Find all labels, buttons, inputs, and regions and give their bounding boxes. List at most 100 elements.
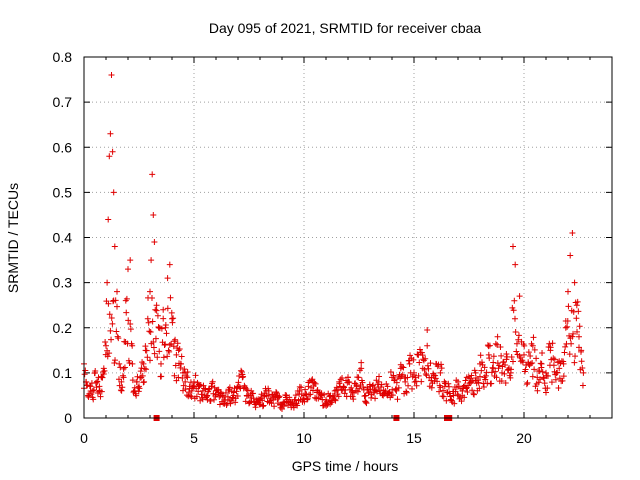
data-point-dense — [160, 354, 167, 361]
data-point — [147, 288, 153, 295]
data-point-dense — [180, 387, 186, 394]
data-point-dense — [268, 400, 275, 407]
data-point-dense — [125, 317, 132, 324]
data-point-dense — [531, 366, 538, 373]
data-point-dense — [366, 389, 373, 396]
data-point-dense — [528, 340, 535, 347]
data-point-dense — [276, 393, 283, 400]
data-point-dense — [422, 355, 429, 362]
data-point-dense — [244, 387, 251, 394]
data-point-dense — [153, 307, 160, 314]
data-point-dense — [105, 300, 112, 307]
data-point-dense — [302, 386, 309, 393]
data-point-dense — [164, 353, 171, 360]
y-tick-label: 0.1 — [53, 365, 73, 381]
data-points — [81, 72, 587, 412]
data-point-dense — [475, 377, 482, 384]
data-point-dense — [291, 396, 298, 403]
data-point-dense — [168, 309, 175, 316]
data-point-dense — [211, 396, 218, 403]
data-point-dense — [405, 382, 412, 389]
data-point-dense — [533, 355, 540, 362]
data-point — [569, 229, 576, 236]
data-point — [116, 360, 123, 367]
data-point-dense — [81, 371, 88, 378]
data-point-dense — [323, 402, 330, 409]
data-point-dense — [390, 372, 397, 379]
data-point-dense — [98, 388, 105, 395]
data-point-dense — [564, 318, 571, 325]
data-point — [114, 288, 120, 295]
data-point — [129, 360, 136, 367]
data-point-dense — [339, 375, 346, 382]
data-point-dense — [209, 378, 216, 385]
data-point-dense — [309, 376, 316, 383]
data-point-dense — [249, 390, 256, 397]
data-point-dense — [286, 394, 293, 401]
data-point-dense — [539, 368, 546, 375]
data-point-dense — [247, 398, 254, 405]
data-point-dense — [325, 390, 332, 397]
data-point-dense — [149, 318, 156, 325]
data-point-dense — [199, 396, 206, 403]
data-point-dense — [240, 373, 247, 380]
data-point-dense — [418, 378, 425, 385]
data-point — [521, 351, 527, 358]
data-point-dense — [498, 352, 505, 359]
data-point-dense — [486, 355, 493, 362]
data-point-dense — [108, 336, 115, 343]
data-point — [105, 216, 112, 223]
y-tick-label: 0.8 — [53, 49, 73, 65]
data-point-dense — [136, 385, 143, 392]
data-point-dense — [115, 376, 122, 383]
data-point-dense — [480, 384, 487, 391]
data-point-dense — [152, 335, 159, 342]
data-point-dense — [158, 325, 165, 332]
data-point-dense — [560, 358, 567, 365]
data-point — [573, 302, 580, 309]
data-point — [512, 261, 519, 268]
data-point-dense — [577, 348, 584, 355]
data-point-dense — [574, 328, 581, 335]
data-point-dense — [84, 382, 91, 389]
data-point-dense — [461, 394, 468, 401]
data-point-dense — [119, 372, 126, 379]
data-point-dense — [440, 393, 447, 400]
data-point-dense — [312, 380, 319, 387]
data-point-dense — [568, 340, 575, 347]
data-point-dense — [140, 379, 147, 386]
x-tick-label: 0 — [80, 430, 88, 446]
data-point-dense — [387, 369, 394, 376]
data-point-dense — [383, 381, 390, 388]
data-point-dense — [158, 373, 165, 380]
data-point-dense — [486, 342, 493, 349]
data-point-dense — [541, 380, 548, 387]
data-point-dense — [570, 330, 577, 337]
data-point-dense — [525, 349, 532, 356]
data-point-dense — [428, 384, 435, 391]
data-point-dense — [265, 385, 272, 392]
data-point-dense — [196, 383, 203, 390]
data-point-dense — [512, 328, 519, 335]
data-point-dense — [538, 364, 545, 371]
data-point-dense — [398, 373, 405, 380]
data-point — [109, 148, 116, 155]
data-point-dense — [477, 352, 484, 359]
data-point-dense — [578, 358, 585, 365]
data-point-dense — [407, 369, 414, 376]
data-point-dense — [119, 384, 126, 391]
data-point — [108, 72, 115, 79]
data-point-dense — [324, 401, 331, 408]
data-point-dense — [192, 372, 199, 379]
data-point-dense — [261, 393, 268, 400]
data-point-dense — [469, 387, 476, 394]
data-point-dense — [445, 383, 452, 390]
data-point-dense — [507, 374, 514, 381]
y-tick-label: 0.2 — [53, 320, 73, 336]
data-point-dense — [468, 372, 475, 379]
data-point-dense — [488, 380, 495, 387]
data-point — [166, 261, 173, 268]
data-point-dense — [212, 393, 219, 400]
data-point-dense — [332, 397, 339, 404]
data-point-dense — [392, 386, 399, 393]
